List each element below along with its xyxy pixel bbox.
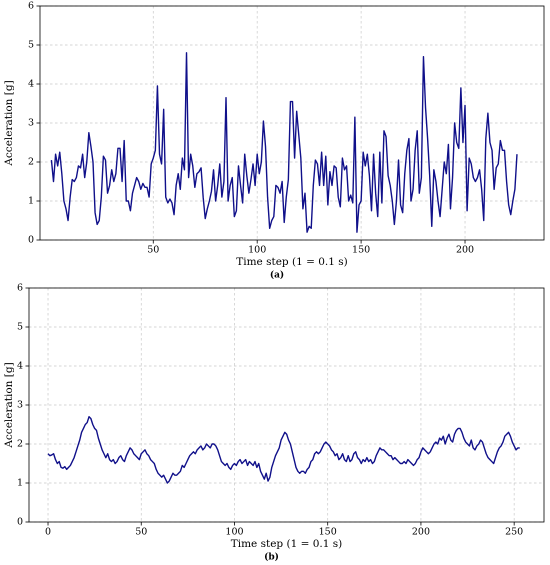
y-tick-label: 3 <box>28 118 34 129</box>
caption: (b) <box>264 552 279 563</box>
y-tick-label: 0 <box>28 235 34 246</box>
y-tick-label: 1 <box>17 478 23 489</box>
x-tick-label: 250 <box>505 527 523 538</box>
y-tick-label: 1 <box>28 196 34 207</box>
x-tick-label: 50 <box>135 527 147 538</box>
y-tick-label: 2 <box>28 157 34 168</box>
y-tick-label: 5 <box>17 322 23 333</box>
y-tick-label: 6 <box>28 1 34 12</box>
axes-frame <box>28 287 545 523</box>
y-tick-label: 4 <box>28 79 34 90</box>
x-tick-label: 150 <box>352 245 370 256</box>
data-line <box>50 52 518 233</box>
axes-frame <box>39 5 545 241</box>
x-tick-label: 200 <box>456 245 474 256</box>
x-tick-label: 0 <box>45 527 51 538</box>
x-axis-label: Time step (1 = 0.1 s) <box>231 538 343 550</box>
y-tick-label: 4 <box>17 361 23 372</box>
caption: (a) <box>270 270 284 281</box>
x-tick-label: 200 <box>412 527 430 538</box>
y-tick-label: 5 <box>28 40 34 51</box>
y-axis-label: Acceleration [g] <box>3 80 15 166</box>
y-axis-label: Acceleration [g] <box>3 362 15 448</box>
y-tick-label: 6 <box>17 283 23 294</box>
y-tick-label: 2 <box>17 439 23 450</box>
x-tick-label: 100 <box>225 527 243 538</box>
data-line <box>47 416 520 484</box>
x-tick-label: 100 <box>248 245 266 256</box>
y-tick-label: 0 <box>17 517 23 528</box>
subplot: 0 1 2 3 4 5 6 50 100 150 200 Time step (1 = 0.1 s) A… <box>3 1 545 281</box>
x-axis-label: Time step (1 = 0.1 s) <box>236 256 348 268</box>
x-tick-label: 150 <box>319 527 337 538</box>
plot-area <box>50 52 518 233</box>
x-tick-label: 50 <box>147 245 159 256</box>
y-tick-label: 3 <box>17 400 23 411</box>
plot-area <box>47 416 520 484</box>
subplot: 0 1 2 3 4 5 6 0 50 100 150 200 250 Time step (1 = 0.1… <box>3 283 545 563</box>
